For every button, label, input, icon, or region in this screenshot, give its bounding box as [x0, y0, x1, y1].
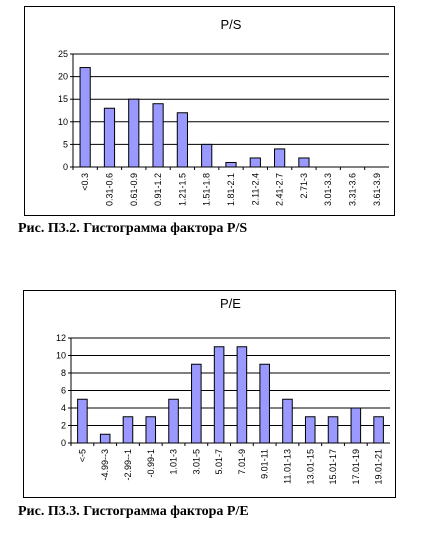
y-tick-label: 5 — [63, 139, 68, 149]
bar — [152, 103, 164, 168]
x-tick-label: 2.71-3 — [299, 173, 309, 199]
pe-chart-panel: P/E 0 2 4 6 8 10 12 <-5 -4.99--3 -2.99--1 -0.99-1 1.… — [23, 290, 396, 498]
bar — [77, 398, 88, 444]
bar — [201, 143, 213, 168]
bar — [304, 416, 316, 444]
x-tick-label: 1.21-1.5 — [177, 173, 187, 206]
x-tick-label: 0.61-0.9 — [129, 173, 139, 206]
x-tick-label: 7.01-9 — [237, 449, 247, 475]
y-tick-label: 8 — [61, 368, 66, 378]
y-tick-label: 15 — [58, 94, 68, 104]
bar — [259, 363, 270, 444]
bar — [298, 157, 310, 168]
chart-title: P/E — [220, 296, 241, 311]
y-tick-label: 4 — [61, 403, 66, 413]
x-tick-label: 19.01-21 — [374, 449, 384, 485]
x-tick-label: 3.01-5 — [191, 449, 201, 475]
y-tick-label: 0 — [63, 162, 68, 172]
y-tick-label: 12 — [56, 333, 66, 343]
x-tick-label: 0.31-0.6 — [104, 173, 114, 206]
y-tick-label: 10 — [56, 351, 66, 361]
x-tick-label: 11.01-13 — [282, 449, 292, 484]
y-tick-label: 20 — [58, 72, 68, 82]
bar — [99, 433, 111, 444]
y-tick-label: 6 — [61, 386, 66, 396]
pe-histogram: P/E 0 2 4 6 8 10 12 <-5 -4.99--3 -2.99--1 -0.99-1 1.… — [56, 296, 390, 485]
ps-figure-caption: Рис. П3.2. Гистограмма фактора P/S — [18, 221, 248, 236]
x-tick-label: -4.99--3 — [100, 449, 110, 481]
bar — [274, 148, 286, 168]
bar — [176, 112, 188, 168]
y-tick-label: 2 — [61, 421, 66, 431]
bar — [122, 416, 134, 444]
x-tick-label: 3.61-3.9 — [372, 173, 382, 206]
x-tick-label: 17.01-19 — [351, 449, 361, 485]
y-tick-label: 10 — [58, 117, 68, 127]
y-tick-label: 0 — [61, 438, 66, 448]
bar — [128, 98, 140, 168]
bar — [79, 67, 91, 168]
x-tick-label: 0.91-1.2 — [153, 173, 163, 206]
x-tick-label: 2.11-2.4 — [250, 173, 260, 205]
chart-title: P/S — [221, 17, 242, 32]
pe-figure-caption: Рис. П3.3. Гистограмма фактора P/E — [18, 504, 249, 519]
x-tick-label: 3.01-3.3 — [323, 173, 333, 206]
bar — [350, 407, 362, 444]
y-tick-label: 25 — [58, 49, 68, 59]
bar — [327, 416, 339, 444]
x-tick-label: 1.01-3 — [169, 449, 179, 475]
x-tick-label: -2.99--1 — [123, 449, 133, 481]
x-tick-label: 13.01-15 — [305, 449, 315, 485]
x-tick-label: <-5 — [77, 449, 87, 462]
x-tick-label: -0.99-1 — [146, 449, 156, 478]
x-tick-label: 1.81-2.1 — [226, 173, 236, 206]
ps-chart-panel: P/S 0 5 10 15 20 25 <0.3 0.31-0.6 0.61-0.9 0.91-1.… — [24, 6, 395, 216]
bar — [213, 346, 225, 444]
bar — [236, 346, 248, 444]
bar — [145, 416, 157, 444]
bar — [103, 107, 116, 168]
ps-histogram: P/S 0 5 10 15 20 25 <0.3 0.31-0.6 0.61-0.9 0.91-1.… — [58, 17, 389, 206]
x-tick-label: 2.41-2.7 — [275, 173, 285, 206]
bar — [373, 416, 384, 444]
x-tick-label: 1.51-1.8 — [202, 173, 212, 206]
x-tick-label: 15.01-17 — [328, 449, 338, 485]
bar — [168, 398, 179, 444]
bar — [225, 161, 237, 168]
bar — [249, 157, 261, 168]
x-tick-label: 9.01-11 — [260, 449, 270, 479]
x-tick-label: 5.01-7 — [214, 449, 224, 475]
bar — [191, 363, 202, 444]
x-tick-label: 3.31-3.6 — [348, 173, 358, 206]
bar — [282, 398, 293, 444]
x-tick-label: <0.3 — [80, 173, 90, 191]
